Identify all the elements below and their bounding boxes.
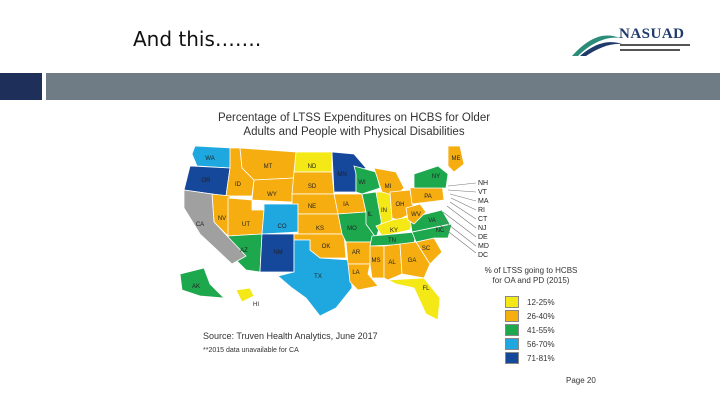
state-label-fl: FL xyxy=(422,286,430,292)
state-tx xyxy=(277,239,353,317)
state-me xyxy=(447,145,465,173)
state-label-al: AL xyxy=(388,260,396,266)
state-label-il: IL xyxy=(367,212,373,218)
source-note: Source: Truven Health Analytics, June 20… xyxy=(203,331,378,341)
state-label-ca: CA xyxy=(196,222,204,228)
state-label-wy: WY xyxy=(267,192,277,198)
small-state-labels: NH VT MA RI CT NJ DE MD DC xyxy=(478,179,489,260)
state-ak xyxy=(179,267,226,299)
state-label-mn: MN xyxy=(337,172,346,178)
state-fl xyxy=(386,277,441,321)
state-label-tn: TN xyxy=(388,238,396,244)
state-ia xyxy=(333,193,367,215)
state-label-oh: OH xyxy=(396,202,405,208)
small-state-label-ct: CT xyxy=(478,216,488,223)
state-ga xyxy=(399,241,431,279)
page-number: Page 20 xyxy=(566,376,596,385)
state-label-or: OR xyxy=(202,178,212,184)
state-label-nv: NV xyxy=(218,216,226,222)
state-label-ga: GA xyxy=(408,258,417,264)
small-state-label-vt: VT xyxy=(478,189,487,196)
map-title: Percentage of LTSS Expenditures on HCBS … xyxy=(217,112,491,138)
legend-title: % of LTSS going to HCBS for OA and PD (2… xyxy=(484,266,578,285)
state-label-sc: SC xyxy=(422,246,431,252)
small-state-label-dc: DC xyxy=(478,252,489,259)
state-label-ny: NY xyxy=(432,174,440,180)
state-label-mt: MT xyxy=(264,164,273,170)
state-label-in: IN xyxy=(381,208,387,214)
callout-lines xyxy=(435,182,477,254)
small-state-label-ri: RI xyxy=(478,207,485,214)
state-label-ky: KY xyxy=(390,228,398,234)
state-ca xyxy=(183,189,247,265)
state-label-nd: ND xyxy=(308,164,317,170)
legend-label: 26-40% xyxy=(527,311,555,321)
state-label-nm: NM xyxy=(273,250,282,256)
state-label-ms: MS xyxy=(372,258,381,264)
nav-bar-dark xyxy=(0,73,42,100)
legend-item: 41-55% xyxy=(505,324,555,336)
nasuad-logo xyxy=(572,35,622,56)
state-al xyxy=(383,243,403,281)
small-state-label-md: MD xyxy=(478,243,489,250)
small-state-label-nj: NJ xyxy=(478,225,487,232)
state-label-la: LA xyxy=(352,270,359,276)
nav-bar-grey xyxy=(46,73,720,100)
slide-title: And this……. xyxy=(133,27,262,51)
logo-text: NASUAD xyxy=(619,26,685,42)
state-label-wv: WV xyxy=(411,212,421,218)
state-label-hi: HI xyxy=(253,302,259,308)
state-ut xyxy=(227,197,265,237)
state-sd xyxy=(291,171,335,195)
legend-label: 71-81% xyxy=(527,353,555,363)
small-state-label-nh: NH xyxy=(478,180,489,187)
legend-swatch xyxy=(505,352,519,364)
legend-label: 41-55% xyxy=(527,325,555,335)
legend-label: 56-70% xyxy=(527,339,555,349)
data-note: **2015 data unavailable for CA xyxy=(203,347,299,354)
legend-swatch xyxy=(505,296,519,308)
state-label-ok: OK xyxy=(322,244,331,250)
state-label-wa: WA xyxy=(205,156,214,162)
small-state-label-de: DE xyxy=(478,234,488,241)
state-label-sd: SD xyxy=(308,184,317,190)
legend-item: 12-25% xyxy=(505,296,555,308)
legend-item: 56-70% xyxy=(505,338,555,350)
legend-swatch xyxy=(505,324,519,336)
state-label-nc: NC xyxy=(436,228,445,234)
state-label-ar: AR xyxy=(352,250,361,256)
legend-swatch xyxy=(505,310,519,322)
state-label-co: CO xyxy=(278,224,287,230)
state-label-pa: PA xyxy=(424,194,432,200)
state-label-az: AZ xyxy=(240,248,248,254)
logo-tagline xyxy=(620,44,690,51)
state-label-ne: NE xyxy=(308,204,316,210)
small-state-label-ma: MA xyxy=(478,198,489,205)
us-map: WA OR ID MT WY NV UT CO AZ NM ND SD NE KS OK TX MN IA MO AR… xyxy=(179,145,477,321)
legend-item: 26-40% xyxy=(505,310,555,322)
state-hi xyxy=(235,287,255,303)
state-label-wi: WI xyxy=(358,180,366,186)
legend-label: 12-25% xyxy=(527,297,555,307)
state-label-mo: MO xyxy=(347,226,357,232)
state-label-ut: UT xyxy=(242,222,250,228)
state-label-id: ID xyxy=(235,182,242,188)
state-ny xyxy=(413,165,449,189)
state-wy xyxy=(251,177,295,203)
state-label-ak: AK xyxy=(192,284,200,290)
legend-swatch xyxy=(505,338,519,350)
state-label-ks: KS xyxy=(316,226,324,232)
state-label-ia: IA xyxy=(343,202,349,208)
state-label-tx: TX xyxy=(314,274,322,280)
state-wv xyxy=(405,203,427,225)
state-label-mi: MI xyxy=(385,184,392,190)
state-label-va: VA xyxy=(428,218,436,224)
state-label-me: ME xyxy=(452,156,461,162)
legend-item: 71-81% xyxy=(505,352,555,364)
state-ms xyxy=(369,245,385,279)
